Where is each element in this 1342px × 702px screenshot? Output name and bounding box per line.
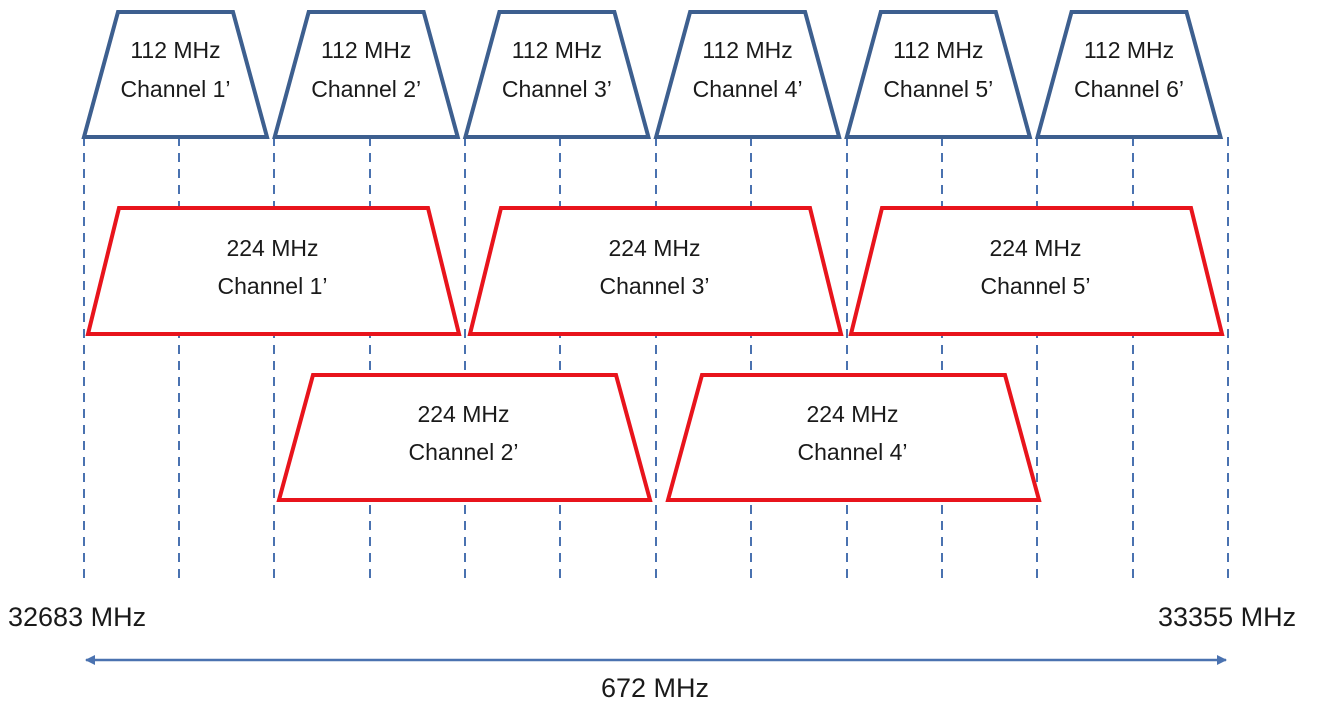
ch112-channel-bandwidth: 112 MHz (1084, 37, 1174, 63)
ch224-row2-channel-name: Channel 2’ (409, 439, 519, 465)
ch224-row2-channel-bandwidth: 224 MHz (417, 401, 509, 427)
band-span-label: 672 MHz (601, 673, 709, 702)
ch224-channel-1: 224 MHz Channel 1’ (85, 206, 462, 336)
ch112-channel-name: Channel 6’ (1074, 76, 1184, 102)
ch112-channel-1: 112 MHz Channel 1’ (81, 10, 270, 139)
ch112-channel-3: 112 MHz Channel 3’ (462, 10, 652, 139)
ch112-channel-name: Channel 4’ (693, 76, 803, 102)
ch112-channel-name: Channel 5’ (883, 76, 993, 102)
ch112-channel-shape (272, 10, 461, 139)
ch112-channel-shape (653, 10, 842, 139)
ch112-channel-shape (462, 10, 652, 139)
ch224-row2-channel-shape (276, 373, 653, 502)
ch224-row2-channel-2: 224 MHz Channel 4’ (665, 373, 1042, 502)
ch224-channel-3: 224 MHz Channel 5’ (848, 206, 1225, 336)
ch112-channel-bandwidth: 112 MHz (512, 37, 602, 63)
ch224-row2-channel-1: 224 MHz Channel 2’ (276, 373, 653, 502)
ch224-row2-channel-shape (665, 373, 1042, 502)
ch224-row2-channel-name: Channel 4’ (798, 439, 908, 465)
band-end-label: 33355 MHz (1158, 602, 1296, 632)
ch112-channel-shape (81, 10, 270, 139)
ch224-channel-2: 224 MHz Channel 3’ (467, 206, 844, 336)
ch112-channel-name: Channel 3’ (502, 76, 612, 102)
ch224-channel-shape (85, 206, 462, 336)
ch224-channel-name: Channel 3’ (600, 273, 710, 299)
ch112-channel-4: 112 MHz Channel 4’ (653, 10, 842, 139)
ch224-channel-bandwidth: 224 MHz (226, 235, 318, 261)
ch112-channel-bandwidth: 112 MHz (321, 37, 411, 63)
ch112-channel-shape (1034, 10, 1224, 139)
ch224-row2-channel-bandwidth: 224 MHz (806, 401, 898, 427)
channels-224-row-2: 224 MHz Channel 2’ 224 MHz Channel 4’ (276, 373, 1042, 502)
ch224-channel-bandwidth: 224 MHz (608, 235, 700, 261)
ch224-channel-shape (467, 206, 844, 336)
ch224-channel-name: Channel 1’ (218, 273, 328, 299)
ch112-channel-5: 112 MHz Channel 5’ (844, 10, 1033, 139)
ch224-channel-name: Channel 5’ (981, 273, 1091, 299)
ch112-channel-bandwidth: 112 MHz (893, 37, 983, 63)
ch112-channel-2: 112 MHz Channel 2’ (272, 10, 461, 139)
frequency-guide-lines (83, 137, 1229, 578)
ch112-channel-shape (844, 10, 1033, 139)
ch112-channel-name: Channel 1’ (121, 76, 231, 102)
ch112-channel-name: Channel 2’ (311, 76, 421, 102)
ch112-channel-bandwidth: 112 MHz (130, 37, 220, 63)
ch224-channel-shape (848, 206, 1225, 336)
ch112-channel-6: 112 MHz Channel 6’ (1034, 10, 1224, 139)
ch224-channel-bandwidth: 224 MHz (989, 235, 1081, 261)
band-start-label: 32683 MHz (8, 602, 146, 632)
ch112-channel-bandwidth: 112 MHz (702, 37, 792, 63)
